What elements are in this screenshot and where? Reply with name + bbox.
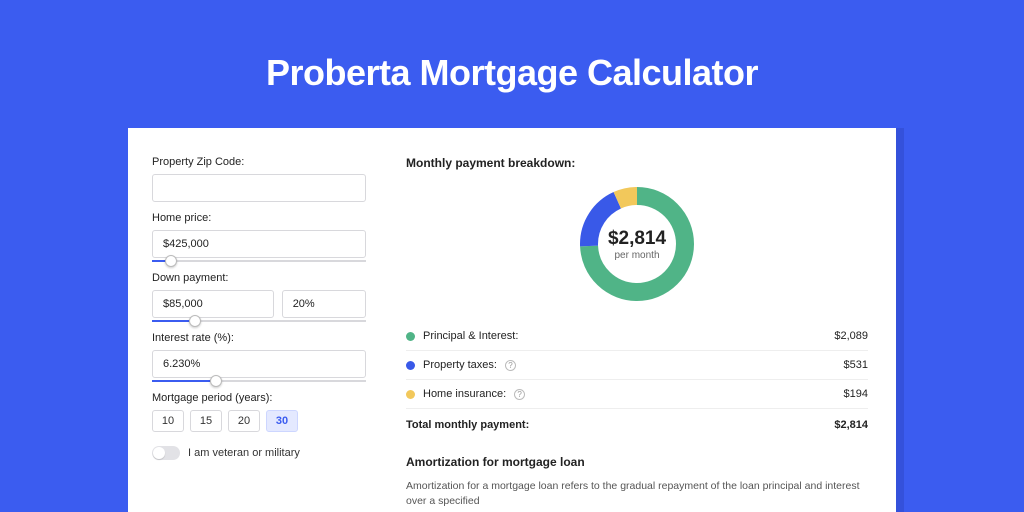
amortization-body: Amortization for a mortgage loan refers …: [406, 479, 868, 508]
field-zip: Property Zip Code:: [152, 156, 366, 202]
donut-wrap: $2,814 per month: [406, 180, 868, 308]
label-veteran: I am veteran or military: [188, 447, 300, 459]
breakdown-row: Home insurance:? $194: [406, 379, 868, 408]
slider-rate-thumb[interactable]: [210, 375, 222, 387]
donut-value: $2,814: [608, 228, 666, 250]
breakdown-value: $531: [844, 359, 868, 371]
slider-down-thumb[interactable]: [189, 315, 201, 327]
help-icon[interactable]: ?: [505, 360, 516, 371]
period-button-10[interactable]: 10: [152, 410, 184, 432]
help-icon[interactable]: ?: [514, 389, 525, 400]
donut-chart: $2,814 per month: [573, 180, 701, 308]
field-veteran: I am veteran or military: [152, 446, 366, 460]
period-button-15[interactable]: 15: [190, 410, 222, 432]
total-label: Total monthly payment:: [406, 419, 529, 431]
breakdown-value: $2,089: [834, 330, 868, 342]
breakdown-row: Property taxes:? $531: [406, 350, 868, 379]
total-value: $2,814: [834, 419, 868, 431]
slider-down-payment[interactable]: [152, 320, 366, 322]
input-down-pct[interactable]: [282, 290, 366, 318]
slider-home-price[interactable]: [152, 260, 366, 262]
input-down-amount[interactable]: [152, 290, 274, 318]
form-panel: Property Zip Code: Home price: Down paym…: [128, 128, 388, 512]
slider-rate-fill: [152, 380, 216, 382]
field-interest-rate: Interest rate (%):: [152, 332, 366, 382]
slider-interest-rate[interactable]: [152, 380, 366, 382]
page-title: Proberta Mortgage Calculator: [0, 0, 1024, 94]
donut-sub: per month: [614, 250, 659, 261]
donut-center: $2,814 per month: [573, 180, 701, 308]
legend-dot: [406, 332, 415, 341]
input-zip[interactable]: [152, 174, 366, 202]
page-background: Proberta Mortgage Calculator Property Zi…: [0, 0, 1024, 512]
field-home-price: Home price:: [152, 212, 366, 262]
label-home-price: Home price:: [152, 212, 366, 224]
breakdown-panel: Monthly payment breakdown: $2,814 per mo…: [388, 128, 896, 512]
input-home-price[interactable]: [152, 230, 366, 258]
breakdown-value: $194: [844, 388, 868, 400]
breakdown-title: Monthly payment breakdown:: [406, 156, 868, 170]
slider-home-price-thumb[interactable]: [165, 255, 177, 267]
breakdown-label: Principal & Interest:: [423, 330, 518, 342]
breakdown-label: Home insurance:: [423, 388, 506, 400]
input-interest-rate[interactable]: [152, 350, 366, 378]
period-button-20[interactable]: 20: [228, 410, 260, 432]
field-mortgage-period: Mortgage period (years): 10 15 20 30: [152, 392, 366, 432]
label-interest-rate: Interest rate (%):: [152, 332, 366, 344]
calculator-card: Property Zip Code: Home price: Down paym…: [128, 128, 896, 512]
legend-dot: [406, 361, 415, 370]
field-down-payment: Down payment:: [152, 272, 366, 322]
legend-dot: [406, 390, 415, 399]
breakdown-label: Property taxes:: [423, 359, 497, 371]
label-zip: Property Zip Code:: [152, 156, 366, 168]
period-buttons: 10 15 20 30: [152, 410, 366, 432]
toggle-veteran[interactable]: [152, 446, 180, 460]
amortization-title: Amortization for mortgage loan: [406, 455, 868, 469]
label-mortgage-period: Mortgage period (years):: [152, 392, 366, 404]
label-down-payment: Down payment:: [152, 272, 366, 284]
breakdown-row: Principal & Interest: $2,089: [406, 322, 868, 350]
row-total: Total monthly payment: $2,814: [406, 408, 868, 441]
period-button-30[interactable]: 30: [266, 410, 298, 432]
